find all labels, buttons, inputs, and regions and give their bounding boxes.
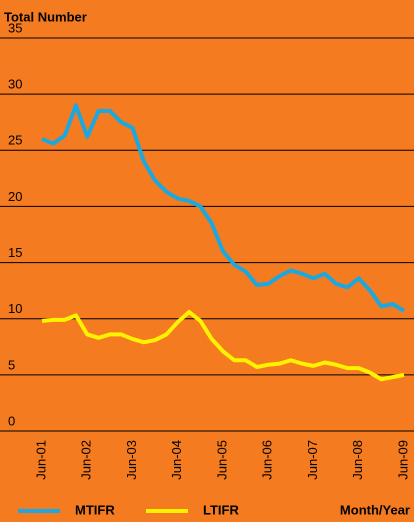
y-tick-label: 20 <box>8 189 22 204</box>
x-tick-label: Jun-09 <box>395 440 410 480</box>
y-tick-label: 5 <box>8 357 15 372</box>
x-tick-label: Jun-06 <box>260 440 275 480</box>
x-tick-label: Jun-04 <box>169 440 184 480</box>
x-tick-label: Jun-02 <box>79 440 94 480</box>
legend-label: MTIFR <box>75 502 115 517</box>
legend-label: LTIFR <box>203 502 239 517</box>
y-tick-label: 0 <box>8 413 15 428</box>
x-axis-label: Month/Year <box>340 502 410 517</box>
x-tick-label: Jun-01 <box>33 440 48 480</box>
y-tick-label: 25 <box>8 133 22 148</box>
x-tick-label: Jun-07 <box>305 440 320 480</box>
y-tick-label: 15 <box>8 245 22 260</box>
x-tick-label: Jun-03 <box>124 440 139 480</box>
data-line <box>41 309 405 382</box>
y-tick-label: 10 <box>8 301 22 316</box>
y-tick-label: 35 <box>8 20 22 35</box>
x-tick-label: Jun-05 <box>214 440 229 480</box>
y-axis-label: Total Number <box>4 9 87 24</box>
data-line <box>41 103 406 313</box>
y-tick-label: 30 <box>8 77 22 92</box>
x-tick-label: Jun-08 <box>350 440 365 480</box>
